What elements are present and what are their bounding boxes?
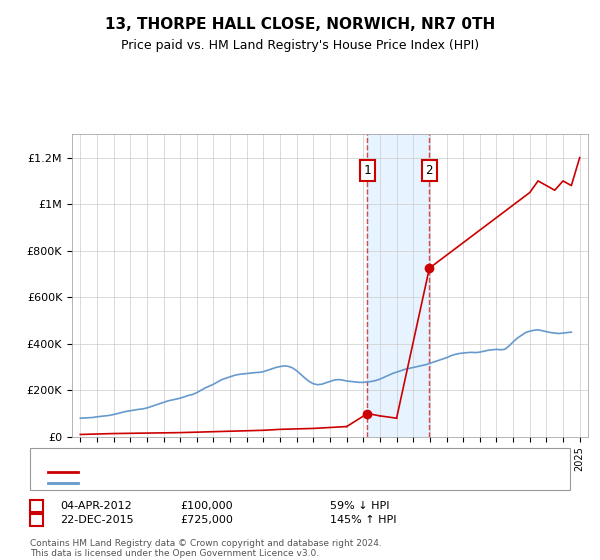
Text: 04-APR-2012: 04-APR-2012 [60,501,132,511]
Text: 13, THORPE HALL CLOSE, NORWICH, NR7 0TH: 13, THORPE HALL CLOSE, NORWICH, NR7 0TH [105,17,495,32]
Bar [367,134,430,437]
Text: 2: 2 [33,515,40,525]
Text: 22-DEC-2015: 22-DEC-2015 [60,515,134,525]
Text: 59% ↓ HPI: 59% ↓ HPI [330,501,389,511]
Text: Price paid vs. HM Land Registry's House Price Index (HPI): Price paid vs. HM Land Registry's House … [121,39,479,52]
Text: Contains HM Land Registry data © Crown copyright and database right 2024.
This d: Contains HM Land Registry data © Crown c… [30,539,382,558]
Text: HPI: Average price, detached house, Broadland: HPI: Average price, detached house, Broa… [84,478,330,488]
Text: 2: 2 [425,164,433,177]
Text: £100,000: £100,000 [180,501,233,511]
Text: £725,000: £725,000 [180,515,233,525]
Text: 1: 1 [364,164,371,177]
Text: 145% ↑ HPI: 145% ↑ HPI [330,515,397,525]
Text: 1: 1 [33,501,40,511]
Text: 13, THORPE HALL CLOSE, NORWICH, NR7 0TH (detached house): 13, THORPE HALL CLOSE, NORWICH, NR7 0TH … [84,467,418,477]
